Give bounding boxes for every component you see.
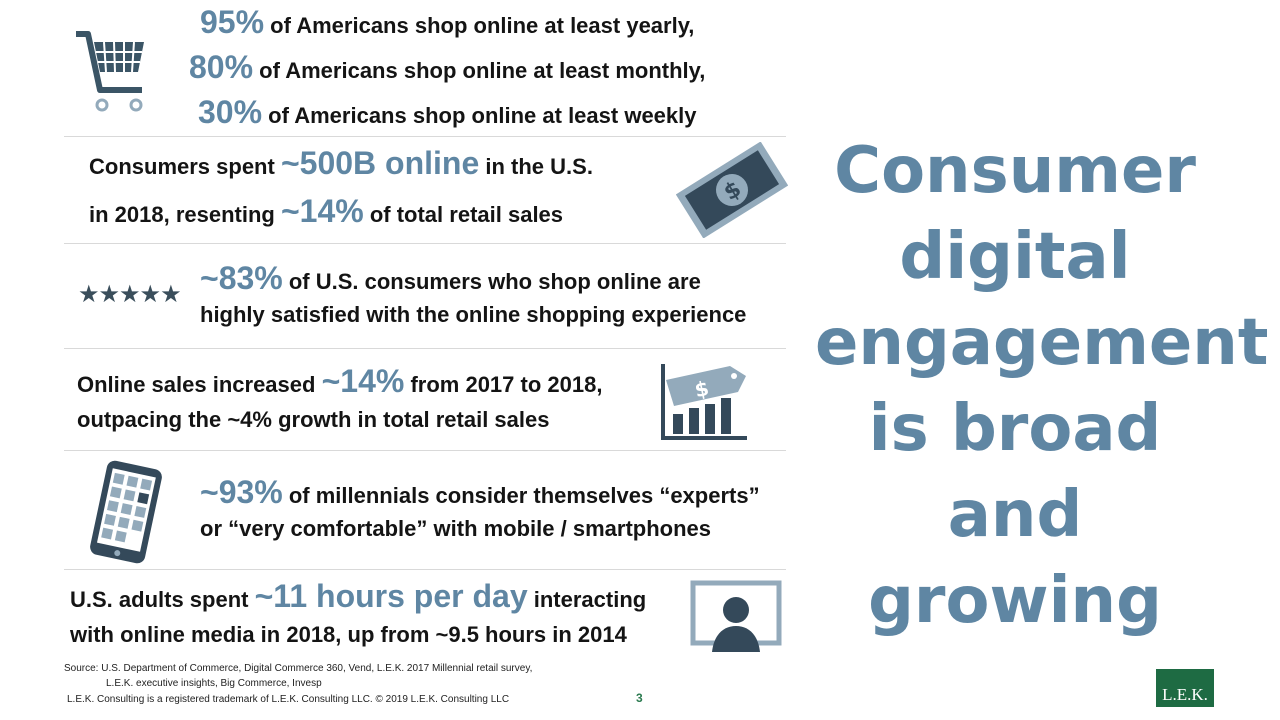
text-fragment: U.S. adults spent <box>70 587 249 612</box>
stat-value: ~14% <box>321 363 405 399</box>
stat-text: of Americans shop online at least yearly… <box>270 13 695 38</box>
satisfaction-line-1: ~83% of U.S. consumers who shop online a… <box>200 260 701 297</box>
text-fragment: Consumers spent <box>89 154 275 179</box>
divider <box>64 243 786 244</box>
stat-text: of Americans shop online at least weekly <box>268 103 697 128</box>
text-fragment: of total retail sales <box>369 202 564 227</box>
stat-value: ~83% <box>200 260 283 296</box>
price-tag-chart-icon: $ <box>658 362 750 442</box>
stat-value: ~14% <box>280 193 364 229</box>
stat-text: of Americans shop online at least monthl… <box>259 58 706 83</box>
source-line-1: U.S. Department of Commerce, Digital Com… <box>101 663 533 674</box>
divider <box>64 450 786 451</box>
divider <box>64 569 786 570</box>
stat-line-yearly: 95% of Americans shop online at least ye… <box>200 4 694 41</box>
source-note: Source: U.S. Department of Commerce, Dig… <box>64 661 532 691</box>
headline-line: engagement <box>815 306 1269 380</box>
trademark-footer: L.E.K. Consulting is a registered tradem… <box>67 694 510 705</box>
text-fragment: from 2017 to 2018, <box>410 372 603 397</box>
text-fragment: in 2018, resenting <box>89 202 275 227</box>
satisfaction-line-2: highly satisfied with the online shoppin… <box>200 302 747 327</box>
page-number: 3 <box>636 691 643 705</box>
media-hours-line-2: with online media in 2018, up from ~9.5 … <box>70 622 627 647</box>
stat-value: ~93% <box>200 474 283 510</box>
text-fragment: Online sales increased <box>77 372 316 397</box>
text-fragment: of millennials consider themselves “expe… <box>288 483 760 508</box>
stat-value: ~500B online <box>280 145 480 181</box>
source-label: Source: <box>64 663 99 674</box>
star-rating-icon: ★★★★★ <box>78 281 182 308</box>
headline: Consumer digital engagement is broad and… <box>815 128 1269 644</box>
headline-line: Consumer <box>834 134 1196 208</box>
user-screen-icon <box>690 580 782 652</box>
growth-line-1: Online sales increased ~14% from 2017 to… <box>77 363 602 400</box>
divider <box>64 136 786 137</box>
dollar-bill-icon: $ <box>675 141 789 239</box>
shopping-cart-icon <box>72 28 148 114</box>
online-spend-line-1: Consumers spent ~500B online in the U.S. <box>89 145 593 182</box>
text-fragment: of U.S. consumers who shop online are <box>288 269 701 294</box>
stat-value: 30% <box>198 94 263 130</box>
stat-line-monthly: 80% of Americans shop online at least mo… <box>189 49 705 86</box>
smartphone-icon <box>86 460 166 564</box>
stat-value: 80% <box>189 49 254 85</box>
stat-value: 95% <box>200 4 265 40</box>
dollar-sign: $ <box>692 376 711 402</box>
stat-line-weekly: 30% of Americans shop online at least we… <box>198 94 697 131</box>
millennials-line-2: or “very comfortable” with mobile / smar… <box>200 516 711 541</box>
text-fragment: interacting <box>533 587 647 612</box>
growth-line-2: outpacing the ~4% growth in total retail… <box>77 407 550 432</box>
lek-logo: L.E.K. <box>1156 669 1214 707</box>
text-fragment: in the U.S. <box>485 154 593 179</box>
headline-line: digital <box>899 220 1131 294</box>
source-line-2: L.E.K. executive insights, Big Commerce,… <box>106 678 322 689</box>
headline-line: is broad and <box>868 392 1162 552</box>
millennials-line-1: ~93% of millennials consider themselves … <box>200 474 760 511</box>
media-hours-line-1: U.S. adults spent ~11 hours per day inte… <box>70 578 646 615</box>
headline-line: growing <box>868 564 1162 638</box>
divider <box>64 348 786 349</box>
stat-value: ~11 hours per day <box>254 578 528 614</box>
online-spend-line-2: in 2018, resenting ~14% of total retail … <box>89 193 563 230</box>
